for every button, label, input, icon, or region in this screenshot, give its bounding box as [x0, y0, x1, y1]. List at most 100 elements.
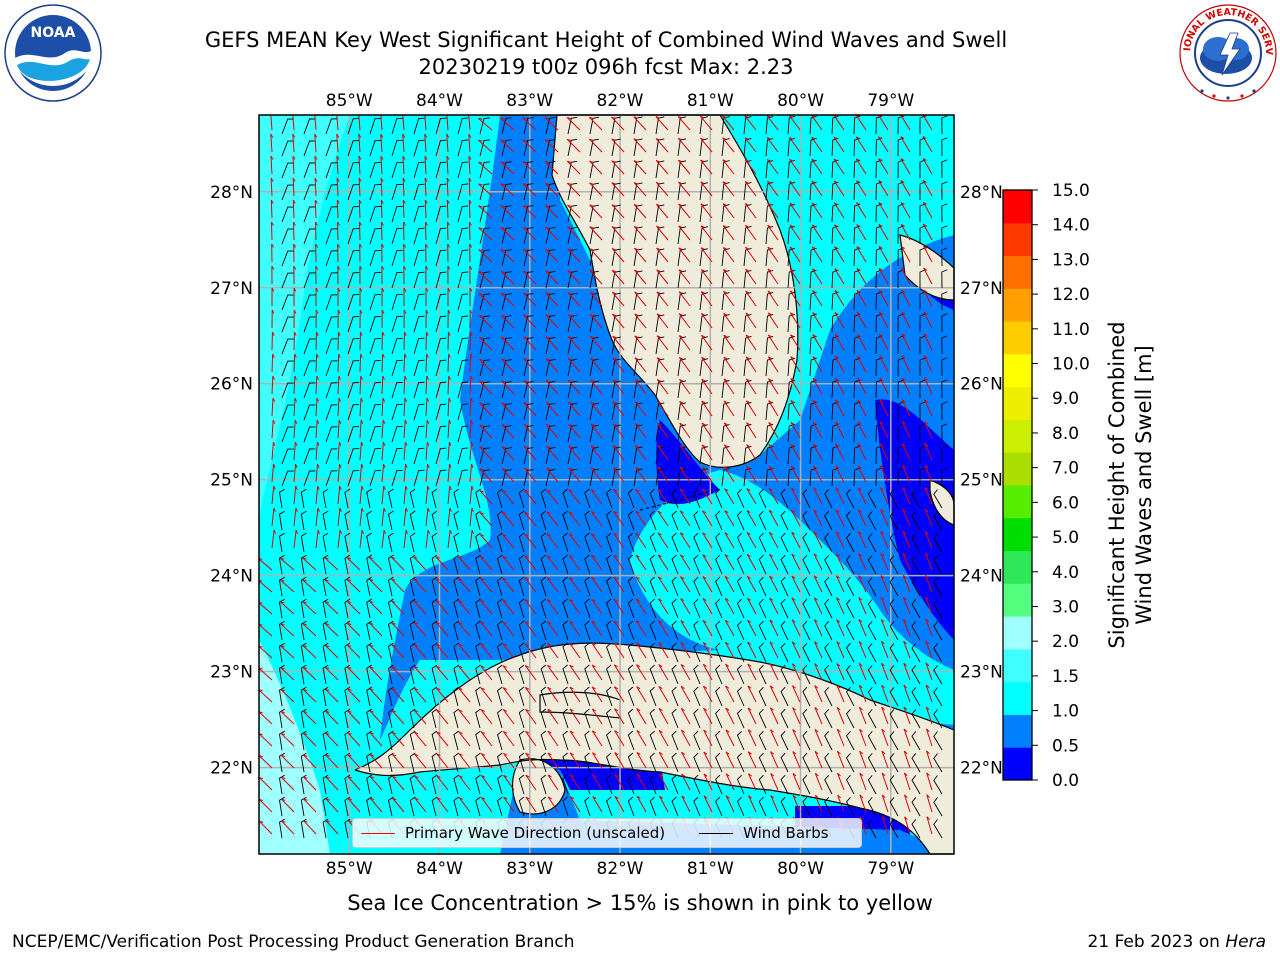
wind-barb: [627, 576, 635, 597]
wave-arrow-head: [701, 466, 706, 470]
wind-barb: [501, 315, 512, 333]
wave-direction-arrow: [636, 664, 647, 681]
wave-direction-arrow: [857, 531, 867, 549]
lat-tick-label-right: 28°N: [960, 183, 1003, 203]
colorbar-segment: [1003, 747, 1032, 781]
wave-direction-arrow: [500, 183, 515, 197]
wave-direction-arrow: [902, 509, 911, 527]
wind-barb: [809, 335, 817, 355]
wind-barb: [845, 511, 855, 531]
wind-barb: [824, 730, 833, 751]
wind-barb: [279, 708, 285, 729]
wave-arrow-head: [336, 199, 340, 204]
wind-barb: [523, 227, 534, 245]
wave-direction-arrow: [656, 247, 669, 263]
wave-arrow-head: [272, 375, 275, 380]
wind-barb: [497, 730, 503, 751]
wave-arrow-head: [656, 247, 661, 251]
wave-direction-arrow: [770, 751, 779, 769]
wave-direction-arrow: [280, 601, 295, 615]
wind-barb: [824, 554, 833, 575]
wave-direction-arrow: [391, 600, 405, 615]
wind-barb: [366, 642, 372, 663]
wave-arrow-head: [881, 728, 886, 733]
wave-direction-arrow: [745, 378, 757, 395]
wind-barb: [479, 271, 491, 289]
wave-direction-arrow: [878, 311, 889, 329]
wave-arrow-head: [302, 601, 307, 604]
wave-arrow-head: [280, 579, 285, 582]
wave-arrow-head: [293, 265, 297, 270]
wind-barb: [780, 598, 789, 619]
wave-direction-arrow: [458, 775, 471, 791]
wave-direction-arrow: [271, 397, 274, 417]
wave-direction-arrow: [746, 466, 757, 483]
wave-arrow-head: [337, 265, 341, 270]
lat-tick-label-left: 27°N: [210, 279, 253, 299]
wave-direction-arrow: [680, 642, 691, 659]
wave-direction-arrow: [856, 290, 867, 307]
wave-arrow-head: [611, 116, 616, 119]
wind-barb: [941, 247, 948, 267]
wave-direction-arrow: [293, 486, 297, 505]
wind-barb: [715, 532, 723, 553]
wind-barb: [845, 775, 855, 795]
wind-barb: [562, 730, 569, 751]
wind-barb: [824, 620, 833, 641]
wave-direction-arrow: [723, 400, 735, 417]
wave-arrow-head: [361, 507, 364, 513]
wave-arrow-head: [590, 445, 595, 448]
wave-direction-arrow: [413, 578, 427, 593]
wind-barb: [897, 291, 904, 311]
wave-direction-arrow: [611, 204, 625, 219]
wave-arrow-head: [656, 203, 661, 207]
lon-tick-label-bottom: 83°W: [506, 859, 553, 879]
wind-barb: [758, 576, 767, 597]
wave-arrow-head: [478, 293, 484, 296]
wave-arrow-head: [405, 485, 408, 490]
wind-barb: [780, 532, 789, 553]
wave-arrow-head: [325, 798, 330, 801]
wave-direction-arrow: [902, 553, 911, 571]
wave-arrow-head: [746, 488, 751, 492]
wind-barb: [325, 426, 338, 443]
wave-arrow-head: [723, 247, 728, 250]
wave-arrow-head: [479, 468, 484, 471]
wave-direction-arrow: [270, 156, 273, 175]
wave-direction-arrow: [678, 225, 691, 241]
wave-direction-arrow: [392, 775, 405, 791]
wave-direction-arrow: [458, 643, 471, 659]
wave-direction-arrow: [303, 754, 317, 769]
wave-direction-arrow: [391, 666, 405, 681]
wind-barb: [780, 510, 789, 531]
wave-arrow-head: [545, 292, 550, 295]
wave-arrow-head: [723, 378, 728, 382]
wave-arrow-head: [768, 422, 773, 426]
wind-barb: [431, 510, 438, 531]
wind-barb: [413, 271, 425, 289]
wave-direction-arrow: [635, 554, 647, 571]
wave-arrow-head: [633, 203, 639, 207]
wave-direction-arrow: [347, 644, 361, 659]
wave-direction-arrow: [479, 556, 493, 571]
wind-barb: [344, 818, 351, 839]
wave-arrow-head: [856, 158, 861, 162]
wave-direction-arrow: [336, 199, 339, 219]
wave-arrow-head: [339, 529, 342, 535]
wave-direction-arrow: [293, 530, 297, 549]
wave-direction-arrow: [569, 774, 581, 791]
wind-barb: [431, 730, 438, 751]
wave-arrow-head: [359, 309, 363, 314]
wave-direction-arrow: [358, 199, 361, 219]
wind-barb: [388, 774, 394, 795]
wave-arrow-head: [426, 397, 430, 402]
wave-arrow-head: [383, 507, 386, 513]
wave-direction-arrow: [524, 533, 537, 549]
wind-barb: [475, 664, 481, 685]
wave-direction-arrow: [525, 731, 537, 747]
wave-arrow-head: [878, 245, 883, 249]
wind-barb: [867, 731, 877, 751]
wave-direction-arrow: [901, 333, 911, 351]
wave-arrow-head: [903, 662, 908, 667]
wind-barb: [589, 336, 600, 355]
